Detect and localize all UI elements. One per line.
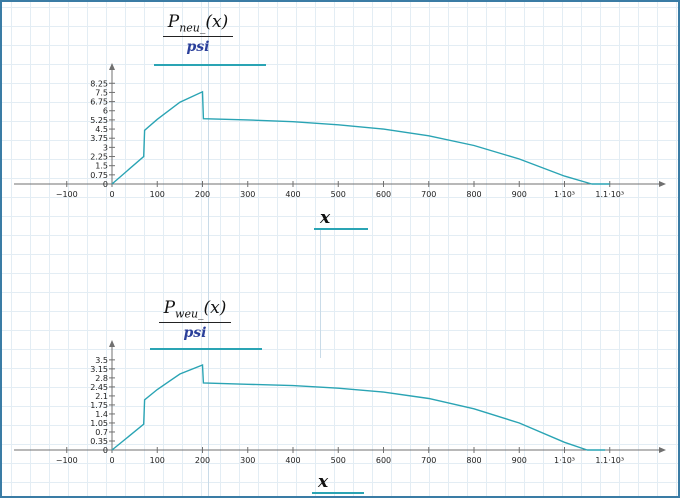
plot-1[interactable]: −100 0 100 200 300 400 500 600 700 800 900 1·10³ 1.1… bbox=[2, 63, 678, 210]
data-series-line bbox=[111, 363, 588, 451]
y-tick-label: 1.4 bbox=[95, 410, 108, 419]
function-name: P bbox=[163, 298, 176, 318]
y-tick-label: 0.7 bbox=[95, 428, 108, 437]
y-expression-1[interactable]: Pneu_(x) psi bbox=[162, 12, 234, 55]
x-tick-label: 1.1·10³ bbox=[595, 456, 624, 465]
y-tick-label: 3 bbox=[103, 143, 108, 152]
region-boundary-line bbox=[320, 230, 321, 358]
x-tick-label: 300 bbox=[240, 456, 255, 465]
function-subscript: weu_ bbox=[175, 307, 204, 321]
function-argument: (x) bbox=[203, 298, 227, 318]
data-series-line bbox=[111, 90, 592, 185]
y-axis-arrow bbox=[109, 340, 115, 347]
y-tick-label: 3.75 bbox=[90, 134, 108, 143]
y-tick-label: 2.1 bbox=[95, 392, 108, 401]
x-tick-label: 600 bbox=[376, 190, 391, 199]
x-expression-underline bbox=[314, 228, 368, 230]
x-tick-label: 800 bbox=[466, 456, 481, 465]
y-tick-label: 3.15 bbox=[90, 365, 108, 374]
x-axis-arrow bbox=[659, 181, 666, 187]
x-tick-label: 900 bbox=[512, 456, 527, 465]
y-tick-label: 4.5 bbox=[95, 125, 108, 134]
x-tick-label: 0 bbox=[109, 456, 114, 465]
y-tick-label: 1.5 bbox=[95, 162, 108, 171]
y-expression-numerator: Pweu_(x) bbox=[158, 298, 232, 320]
x-tick-label: 600 bbox=[376, 456, 391, 465]
x-tick-label: 1·10³ bbox=[554, 190, 575, 199]
y-expression-2[interactable]: Pweu_(x) psi bbox=[158, 298, 232, 341]
y-tick-label: 0 bbox=[103, 180, 108, 189]
y-tick-label: 1.75 bbox=[90, 401, 108, 410]
x-tick-label: −100 bbox=[56, 190, 78, 199]
x-tick-label: 1.1·10³ bbox=[595, 190, 624, 199]
y-tick-label: 0.35 bbox=[90, 437, 108, 446]
x-axis-arrow bbox=[659, 447, 666, 453]
y-tick-label: 6.75 bbox=[90, 98, 108, 107]
y-expression-underline bbox=[154, 64, 266, 66]
y-expression-denominator: psi bbox=[186, 39, 210, 56]
y-expression-underline bbox=[150, 348, 262, 350]
x-tick-label: 800 bbox=[466, 190, 481, 199]
x-axis-expression-2[interactable]: x bbox=[318, 472, 329, 492]
region-boundary-line bbox=[208, 2, 209, 496]
x-axis-expression-1[interactable]: x bbox=[320, 208, 331, 228]
y-expression-numerator: Pneu_(x) bbox=[162, 12, 234, 34]
y-tick-label: 8.25 bbox=[90, 79, 108, 88]
x-tick-label: 500 bbox=[331, 456, 346, 465]
plot-2[interactable]: −100 0 100 200 300 400 500 600 700 800 900 1·10³ 1.1… bbox=[2, 340, 678, 476]
y-axis-arrow bbox=[109, 63, 115, 70]
x-tick-label: 500 bbox=[331, 190, 346, 199]
x-tick-label: 700 bbox=[421, 456, 436, 465]
y-tick-label: 2.25 bbox=[90, 153, 108, 162]
x-tick-label: 200 bbox=[195, 456, 210, 465]
x-tick-label: 200 bbox=[195, 190, 210, 199]
x-tick-label: 400 bbox=[285, 456, 300, 465]
y-tick-label: 6 bbox=[103, 107, 108, 116]
y-tick-label: 1.05 bbox=[90, 419, 108, 428]
x-tick-label: 100 bbox=[150, 456, 165, 465]
x-tick-label: 1·10³ bbox=[554, 456, 575, 465]
x-tick-label: −100 bbox=[56, 456, 78, 465]
fraction-bar bbox=[159, 322, 231, 324]
y-tick-label: 7.5 bbox=[95, 88, 108, 97]
function-subscript: neu_ bbox=[179, 21, 206, 35]
y-tick-label: 5.25 bbox=[90, 116, 108, 125]
x-tick-label: 100 bbox=[150, 190, 165, 199]
x-expression-underline bbox=[312, 492, 364, 494]
function-name: P bbox=[167, 12, 180, 32]
y-tick-label: 2.45 bbox=[90, 383, 108, 392]
y-tick-label: 2.8 bbox=[95, 374, 108, 383]
y-tick-label: 0 bbox=[103, 446, 108, 455]
x-tick-label: 400 bbox=[285, 190, 300, 199]
x-tick-label: 700 bbox=[421, 190, 436, 199]
x-tick-label: 900 bbox=[512, 190, 527, 199]
y-tick-label: 3.5 bbox=[95, 356, 108, 365]
fraction-bar bbox=[163, 36, 233, 38]
y-tick-label: 0.75 bbox=[90, 171, 108, 180]
x-tick-label: 0 bbox=[109, 190, 114, 199]
function-argument: (x) bbox=[205, 12, 229, 32]
x-tick-label: 300 bbox=[240, 190, 255, 199]
y-expression-denominator: psi bbox=[183, 325, 207, 342]
